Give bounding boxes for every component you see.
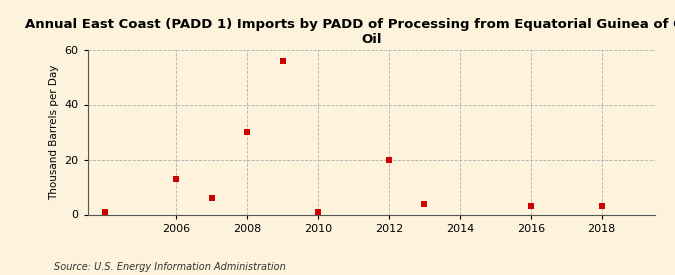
Point [525, 204, 536, 208]
Point [277, 58, 288, 63]
Point [207, 196, 217, 200]
Point [313, 210, 323, 214]
Y-axis label: Thousand Barrels per Day: Thousand Barrels per Day [49, 64, 59, 200]
Point [171, 177, 182, 181]
Point [383, 157, 394, 162]
Text: Source: U.S. Energy Information Administration: Source: U.S. Energy Information Administ… [54, 262, 286, 272]
Point [596, 204, 607, 208]
Title: Annual East Coast (PADD 1) Imports by PADD of Processing from Equatorial Guinea : Annual East Coast (PADD 1) Imports by PA… [25, 18, 675, 46]
Point [419, 201, 430, 206]
Point [242, 130, 252, 134]
Point [100, 210, 111, 214]
